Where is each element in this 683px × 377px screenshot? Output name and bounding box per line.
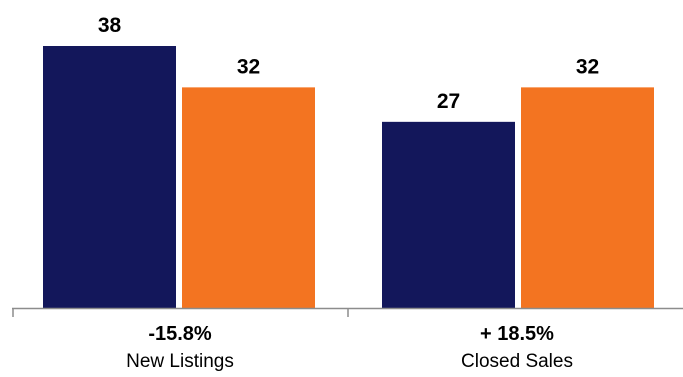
data-label: 32 (576, 55, 599, 78)
data-label: 27 (437, 90, 460, 113)
bar-2-series-2 (521, 87, 654, 308)
data-label: 32 (237, 55, 260, 78)
category-label: Closed Sales (461, 351, 573, 372)
bar-2-series-1 (382, 121, 515, 308)
bar-1-series-2 (182, 87, 315, 308)
bar-1-series-1 (43, 46, 176, 308)
category-label: New Listings (126, 351, 234, 372)
category-change-label: -15.8% (148, 323, 212, 345)
data-label: 38 (98, 14, 122, 37)
category-change-label: + 18.5% (480, 323, 554, 345)
